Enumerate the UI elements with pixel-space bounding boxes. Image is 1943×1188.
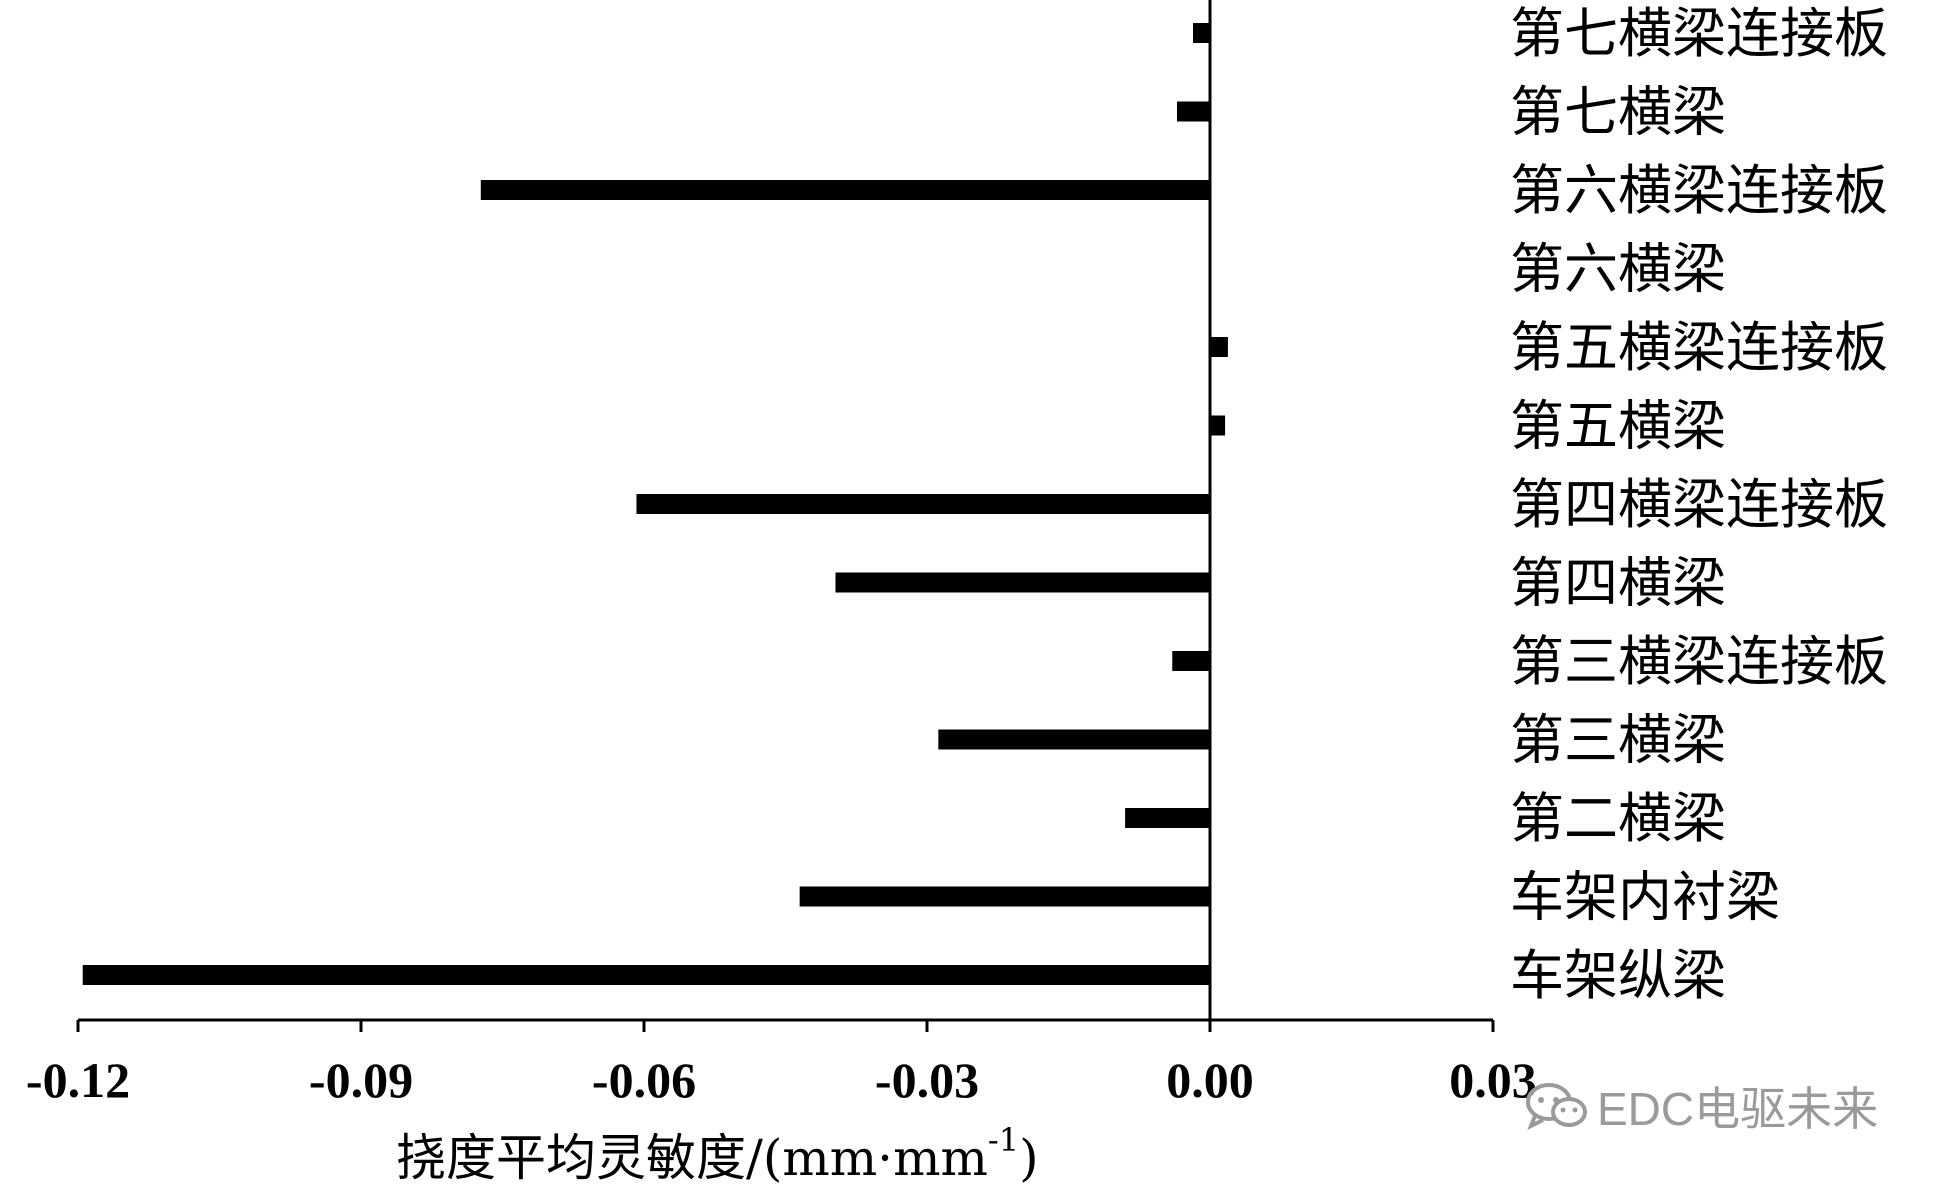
bar (1172, 651, 1210, 671)
x-tick-label: 0.00 (1166, 1052, 1254, 1108)
category-label: 车架纵梁 (1510, 944, 1726, 1007)
x-tick-label: -0.09 (309, 1052, 413, 1108)
bar (835, 572, 1210, 593)
bar (1176, 101, 1210, 122)
wechat-icon (1526, 1083, 1587, 1131)
x-ticks: -0.12 -0.09 -0.06 -0.03 0.00 0.03 (26, 1020, 1537, 1108)
bar (636, 494, 1210, 514)
x-tick-label: -0.03 (875, 1052, 979, 1108)
category-label: 第六横梁 (1510, 238, 1726, 301)
category-label: 第五横梁 (1510, 395, 1726, 458)
category-label: 第二横梁 (1510, 787, 1726, 850)
category-label: 第四横梁 (1510, 552, 1726, 615)
bar (938, 729, 1210, 750)
category-label: 第三横梁连接板 (1510, 630, 1888, 693)
x-axis-title: 挠度平均灵敏度/(mm·mm-1) (396, 1121, 1039, 1187)
bar (1193, 23, 1210, 43)
bar (799, 886, 1210, 907)
category-label: 第七横梁 (1510, 81, 1726, 144)
x-tick-label: 0.03 (1449, 1052, 1537, 1108)
bar (1125, 808, 1210, 828)
category-label: 第三横梁 (1510, 709, 1726, 772)
watermark: EDC电驱未来 (1525, 1073, 1878, 1139)
watermark-text: EDC电驱未来 (1597, 1083, 1879, 1135)
bar (480, 180, 1210, 200)
axes-group (78, 0, 1493, 1022)
category-label: 第六横梁连接板 (1510, 159, 1888, 222)
bar (1210, 337, 1228, 357)
x-axis-title-text: 挠度平均灵敏度/(mm·mm (396, 1129, 988, 1187)
x-axis-title-end: ) (1019, 1129, 1039, 1187)
category-label: 第四横梁连接板 (1510, 473, 1888, 536)
category-label: 第五横梁连接板 (1510, 316, 1888, 379)
x-axis-title-superscript: -1 (988, 1121, 1019, 1159)
category-label: 第七横梁连接板 (1510, 2, 1888, 65)
bar (82, 965, 1210, 985)
bar (1210, 415, 1226, 436)
category-label: 车架内衬梁 (1510, 866, 1780, 929)
x-tick-label: -0.06 (592, 1052, 696, 1108)
bars-group (82, 23, 1228, 985)
x-tick-label: -0.12 (26, 1052, 130, 1108)
